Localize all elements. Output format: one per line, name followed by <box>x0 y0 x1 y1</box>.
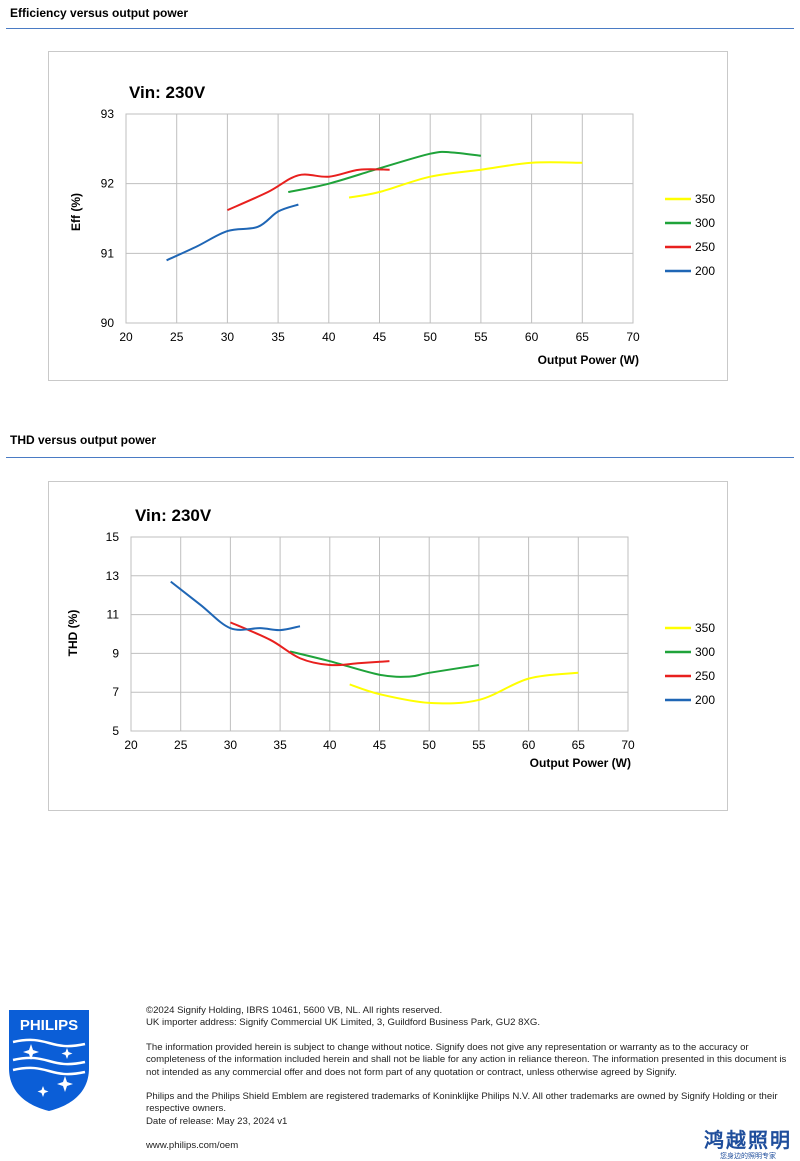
y-tick-label: 91 <box>101 246 115 260</box>
x-tick-label: 60 <box>522 738 536 752</box>
legend-label-250: 250 <box>695 669 715 683</box>
x-axis-label: Output Power (W) <box>538 353 639 367</box>
legend-label-300: 300 <box>695 216 715 230</box>
legend-label-300: 300 <box>695 645 715 659</box>
series-line-300 <box>289 650 480 678</box>
x-tick-label: 25 <box>170 330 184 344</box>
brand-tagline: 您身边的照明专家 <box>720 1152 776 1160</box>
chart-title: Vin: 230V <box>135 506 212 525</box>
x-tick-label: 25 <box>174 738 188 752</box>
series-line-350 <box>348 161 583 199</box>
y-axis-label: THD (%) <box>66 610 80 657</box>
x-tick-label: 20 <box>124 738 138 752</box>
series-line-350 <box>349 671 579 705</box>
x-tick-label: 65 <box>572 738 586 752</box>
x-tick-label: 40 <box>323 738 337 752</box>
x-tick-label: 20 <box>119 330 133 344</box>
efficiency-chart-svg: Vin: 230V Eff (%) Output Power (W) 20 25 3… <box>69 83 715 367</box>
x-tick-label: 60 <box>525 330 539 344</box>
importer-address: UK importer address: Signify Commercial … <box>146 1017 541 1029</box>
y-axis-label: Eff (%) <box>69 193 83 231</box>
logo-text: PHILIPS <box>20 1017 78 1034</box>
chart-title: Vin: 230V <box>129 83 206 102</box>
series-line-250 <box>226 168 390 212</box>
x-tick-label: 50 <box>423 738 437 752</box>
series-line-200 <box>166 203 299 262</box>
thd-chart: Vin: 230V THD (%) Output Power (W) 20 25 3… <box>48 481 728 811</box>
y-tick-label: 7 <box>112 685 119 699</box>
section-divider <box>6 28 794 29</box>
y-tick-label: 90 <box>101 316 115 330</box>
section-title-thd: THD versus output power <box>10 433 157 447</box>
copyright: ©2024 Signify Holding, IBRS 10461, 5600 … <box>146 1005 443 1016</box>
x-tick-label: 50 <box>424 330 438 344</box>
legend-label-250: 250 <box>695 240 715 254</box>
series-line-300 <box>288 150 482 194</box>
philips-shield-logo: PHILIPS <box>9 1010 89 1111</box>
y-tick-label: 93 <box>101 107 115 121</box>
y-tick-label: 15 <box>106 530 120 544</box>
legend-label-350: 350 <box>695 192 715 206</box>
thd-chart-svg: Vin: 230V THD (%) Output Power (W) 20 25 3… <box>66 506 715 770</box>
y-tick-label: 9 <box>112 646 119 660</box>
x-tick-label: 65 <box>576 330 590 344</box>
release-date: Date of release: May 23, 2024 v1 <box>146 1115 288 1127</box>
x-tick-label: 35 <box>271 330 285 344</box>
legend-label-350: 350 <box>695 621 715 635</box>
x-tick-label: 40 <box>322 330 336 344</box>
website-link[interactable]: www.philips.com/oem <box>146 1140 239 1152</box>
legend-label-200: 200 <box>695 264 715 278</box>
brand-name: 鸿越照明 <box>704 1128 792 1152</box>
section-divider <box>6 457 794 458</box>
legend-label-200: 200 <box>695 693 715 707</box>
section-title-efficiency: Efficiency versus output power <box>10 6 189 20</box>
x-tick-label: 70 <box>626 330 640 344</box>
y-tick-label: 11 <box>107 608 120 622</box>
x-tick-label: 55 <box>474 330 488 344</box>
y-tick-label: 13 <box>106 569 120 583</box>
series-line-200 <box>170 580 301 632</box>
efficiency-chart: Vin: 230V Eff (%) Output Power (W) 20 25 3… <box>48 51 728 381</box>
y-tick-label: 5 <box>112 724 119 738</box>
x-tick-label: 45 <box>373 330 387 344</box>
x-tick-label: 70 <box>621 738 635 752</box>
y-tick-label: 92 <box>101 177 115 191</box>
x-axis-label: Output Power (W) <box>530 756 631 770</box>
footer: ©2024 Signify Holding, IBRS 10461, 5600 … <box>146 1005 792 1153</box>
series-line-250 <box>229 621 390 667</box>
x-tick-label: 55 <box>472 738 486 752</box>
distributor-brand: 鸿越照明 您身边的照明专家 <box>700 1124 796 1161</box>
disclaimer: The information provided herein is subje… <box>146 1041 787 1078</box>
x-tick-label: 35 <box>273 738 287 752</box>
trademarks: Philips and the Philips Shield Emblem ar… <box>146 1091 778 1115</box>
x-tick-label: 30 <box>221 330 235 344</box>
x-tick-label: 30 <box>224 738 238 752</box>
x-tick-label: 45 <box>373 738 387 752</box>
